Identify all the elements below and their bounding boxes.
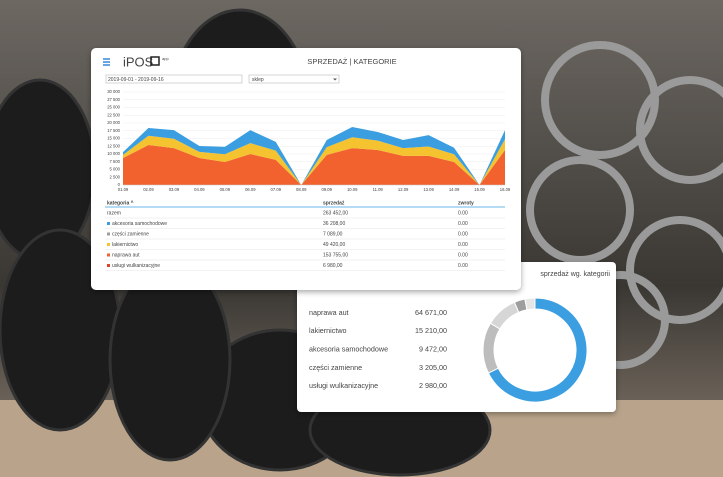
y-tick-label: 30 000: [107, 89, 120, 94]
table-cell: naprawa aut: [112, 252, 140, 258]
y-tick-label: 10 000: [107, 151, 120, 156]
menu-icon[interactable]: [103, 58, 110, 66]
table-cell: 0.00: [458, 221, 468, 227]
table-cell: 0.00: [458, 252, 468, 258]
table-cell: 0.00: [458, 210, 468, 216]
value-label: 64 671,00: [415, 308, 447, 317]
category-label: usługi wulkanizacyjne: [309, 381, 378, 390]
table-cell: 0.00: [458, 263, 468, 269]
donut-card: sprzedaż wg. kategorii naprawa aut 64 671…: [297, 262, 616, 412]
category-dot: [107, 222, 110, 225]
x-tick-label: 09.09: [321, 187, 332, 192]
y-tick-label: 12 500: [107, 143, 120, 148]
area-series: [123, 127, 505, 185]
table-cell: 49 420,00: [323, 242, 345, 248]
area-series: [123, 145, 505, 185]
x-tick-label: 12.09: [398, 187, 409, 192]
category-label: części zamienne: [309, 363, 362, 372]
value-label: 15 210,00: [415, 326, 447, 335]
date-input[interactable]: [105, 74, 243, 84]
table-cell: usługi wulkanizacyjne: [112, 263, 160, 269]
page-title: SPRZEDAŻ | KATEGORIE: [307, 57, 396, 66]
value-label: 2 980,00: [419, 381, 447, 390]
shop-select-label: sklep: [252, 77, 264, 83]
x-tick-label: 08.09: [296, 187, 307, 192]
x-tick-label: 02.09: [143, 187, 154, 192]
y-tick-label: 17 500: [107, 128, 120, 133]
x-tick-label: 14.09: [449, 187, 460, 192]
table-cell: 6 980,00: [323, 263, 343, 269]
category-dot: [107, 232, 110, 236]
x-tick-label: 15.09: [474, 187, 485, 192]
y-tick-label: 7 500: [110, 159, 121, 164]
table-cell: akcesoria samochodowe: [112, 221, 167, 227]
x-tick-label: 01.09: [118, 187, 129, 192]
y-tick-label: 22 500: [107, 112, 120, 117]
column-header: zwroty: [458, 200, 474, 206]
category-label: naprawa aut: [309, 308, 349, 317]
table-cell: 0.00: [458, 242, 468, 248]
y-tick-label: 27 500: [107, 97, 120, 102]
x-tick-label: 07.09: [271, 187, 282, 192]
logo-box: [150, 56, 160, 66]
x-tick-label: 04.09: [194, 187, 205, 192]
dropdown-arrow: [333, 78, 337, 81]
area-series: [123, 135, 505, 185]
logo: iPOS: [123, 54, 154, 69]
y-tick-label: 5 000: [110, 167, 121, 172]
table-cell: 153 755,00: [323, 252, 348, 258]
category-dot: [107, 253, 110, 257]
date-range: 2019-09-01 - 2019-09-16: [108, 77, 164, 83]
shop-select[interactable]: [248, 74, 340, 84]
logo-suffix: app: [162, 56, 169, 61]
donut-segment: [524, 297, 536, 311]
table-cell: 7 089,00: [323, 231, 343, 237]
column-header: kategoria ^: [107, 200, 134, 206]
table-cell: części zamienne: [112, 231, 149, 237]
table-cell: 36 208,00: [323, 221, 345, 227]
x-tick-label: 11.09: [373, 187, 384, 192]
card-title: sprzedaż wg. kategorii: [540, 271, 610, 278]
table-cell: razem: [107, 210, 121, 216]
y-tick-label: 0: [118, 182, 121, 187]
value-label: 3 205,00: [419, 363, 447, 372]
category-dot: [107, 243, 110, 246]
value-label: 9 472,00: [419, 345, 447, 354]
y-tick-label: 2 500: [110, 174, 121, 179]
x-tick-label: 03.09: [169, 187, 180, 192]
category-dot: [107, 264, 110, 267]
x-tick-label: 16.09: [500, 187, 511, 192]
category-label: lakiernictwo: [309, 326, 347, 335]
column-header: sprzedaż: [323, 200, 345, 206]
y-tick-label: 15 000: [107, 136, 120, 141]
x-tick-label: 06.09: [245, 187, 256, 192]
x-tick-label: 13.09: [423, 187, 434, 192]
table-cell: 263 452,00: [323, 210, 348, 216]
x-tick-label: 05.09: [220, 187, 231, 192]
table-cell: lakiernictwo: [112, 242, 138, 248]
category-label: akcesoria samochodowe: [309, 345, 388, 354]
sales-card: iPOS app SPRZEDAŻ | KATEGORIE 2019-09-01…: [91, 48, 521, 290]
x-tick-label: 10.09: [347, 187, 358, 192]
y-tick-label: 25 000: [107, 105, 120, 110]
table-cell: 0.00: [458, 231, 468, 237]
y-tick-label: 20 000: [107, 120, 120, 125]
